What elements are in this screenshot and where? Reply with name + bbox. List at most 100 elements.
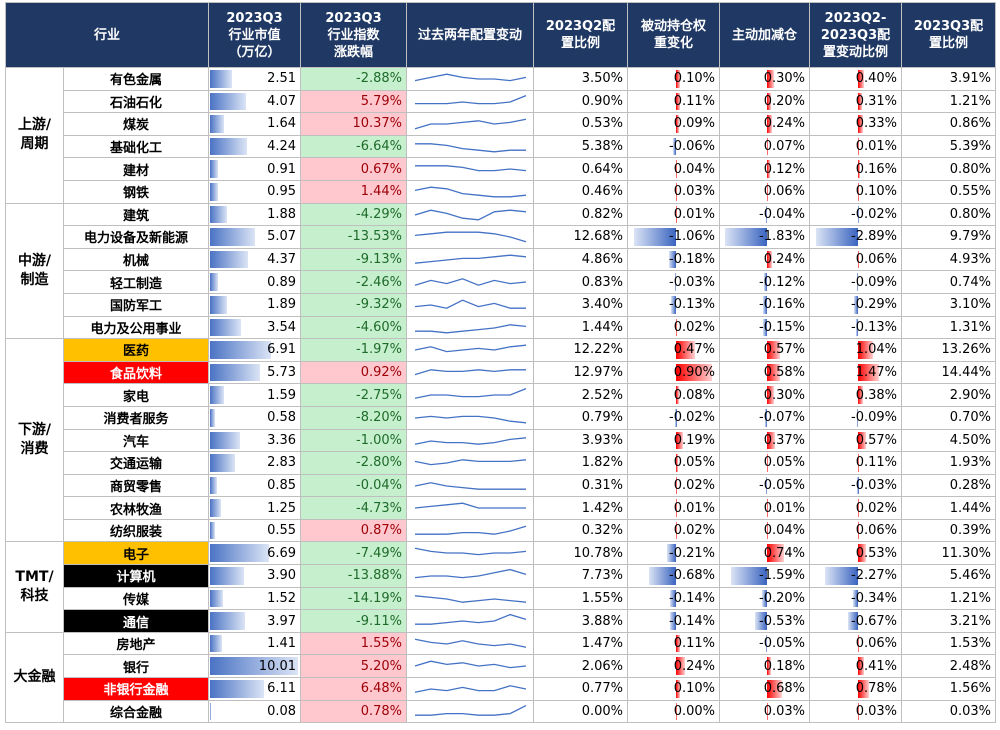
sparkline-line	[414, 436, 527, 445]
value-cell: 1.21%	[901, 89, 997, 114]
value-cell: -0.16%	[719, 292, 811, 317]
industry-name: 轻工制造	[62, 270, 210, 294]
value-cell: -2.27%	[809, 564, 903, 588]
cell-text: -0.09%	[851, 410, 898, 426]
value-cell: 0.58%	[719, 360, 811, 385]
diverging-bar	[857, 137, 860, 156]
value-cell: 0.80%	[901, 157, 997, 181]
cap-bar	[210, 363, 261, 382]
diverging-bar	[675, 634, 681, 653]
cap-bar	[210, 341, 271, 359]
cell-text: 0.16%	[855, 161, 898, 177]
trend-cell	[406, 157, 535, 181]
value-cell: 5.38%	[533, 134, 629, 159]
diverging-bar	[857, 92, 863, 111]
sparkline-line	[414, 638, 527, 648]
cell-text: 0.02%	[673, 523, 716, 539]
diverging-bar	[675, 182, 678, 201]
value-cell: 3.10%	[901, 292, 997, 317]
value-cell: -0.03%	[627, 270, 721, 294]
sparkline-line	[415, 94, 527, 104]
value-cell: -4.60%	[300, 315, 408, 340]
cell-text: -0.03%	[669, 274, 716, 290]
value-cell: -0.18%	[627, 247, 721, 272]
cell-text: -0.04%	[356, 477, 403, 493]
cell-text: 2.51	[267, 71, 297, 87]
sparkline-line	[415, 525, 527, 535]
table-row: 农林牧渔 1.25 -4.73% 1.42% 0.01% 0.01% 0.02% 1.44%	[6, 496, 997, 520]
cell-text: -0.02%	[669, 410, 716, 426]
cell-text: 1.21%	[949, 93, 992, 109]
value-cell: 0.74%	[719, 541, 811, 566]
value-cell: 0.24%	[627, 654, 721, 679]
cell-text: 1.42%	[581, 500, 624, 516]
cell-text: -0.53%	[759, 613, 806, 629]
cell-text: 1.44%	[581, 319, 624, 335]
diverging-bar	[848, 612, 858, 630]
sparkline-line	[414, 568, 527, 579]
value-cell: 10.78%	[533, 541, 629, 566]
diverging-bar	[857, 205, 860, 224]
diverging-bar	[675, 92, 681, 111]
diverging-bar	[765, 408, 767, 427]
cell-text: 0.02%	[673, 477, 716, 493]
cell-text: 1.47%	[581, 636, 624, 652]
header-line: 行业	[94, 27, 121, 43]
trend-cell	[406, 270, 535, 294]
diverging-bar	[675, 499, 678, 517]
cell-text: 0.30%	[763, 387, 806, 403]
value-cell: 0.33%	[809, 112, 903, 136]
header-line: 行业市值	[228, 27, 281, 43]
cell-text: -2.80%	[356, 455, 403, 471]
value-cell: 0.01%	[719, 496, 811, 520]
cap-bar	[210, 182, 219, 201]
value-cell: -0.12%	[719, 270, 811, 294]
market-cap: 3.90	[208, 564, 302, 588]
market-cap: 3.36	[208, 428, 302, 453]
sparkline-line	[414, 548, 527, 556]
cell-text: -2.88%	[356, 71, 403, 87]
value-cell: 0.02%	[627, 518, 721, 543]
cell-text: -9.11%	[356, 613, 403, 629]
value-cell: 0.53%	[533, 112, 629, 136]
market-cap: 0.91	[208, 157, 302, 181]
cell-text: 0.46%	[581, 184, 624, 200]
cell-text: -1.83%	[759, 229, 806, 245]
table-row: 下游/消费 医药 6.91 -1.97% 12.22% 0.47% 0.57% 1.04% 13…	[5, 338, 997, 543]
cell-text: 0.53%	[581, 116, 624, 132]
cell-text: -0.67%	[851, 613, 898, 629]
value-cell: -2.75%	[300, 383, 408, 407]
sparkline-line	[415, 165, 527, 172]
value-cell: 0.92%	[300, 360, 408, 385]
cell-text: 0.08%	[673, 387, 716, 403]
value-cell: 0.31%	[809, 89, 903, 114]
value-cell: 1.53%	[901, 631, 997, 656]
sparkline	[415, 323, 527, 333]
value-cell: -2.46%	[300, 270, 408, 294]
cell-text: -0.07%	[759, 410, 806, 426]
cell-text: -0.03%	[851, 477, 898, 493]
trend-cell	[406, 699, 535, 724]
cell-text: -0.05%	[759, 477, 806, 493]
market-cap: 0.89	[208, 270, 302, 294]
value-cell: -7.49%	[300, 541, 408, 566]
cell-text: -0.02%	[851, 206, 898, 222]
cell-text: 10.37%	[352, 116, 403, 132]
group-label: 科技	[20, 588, 49, 605]
value-cell: 0.05%	[719, 451, 811, 475]
cell-text: 0.74%	[763, 545, 806, 561]
sparkline	[414, 415, 527, 424]
diverging-bar	[766, 431, 776, 450]
cell-text: 0.11%	[673, 93, 716, 109]
sparkline-line	[414, 459, 527, 466]
group-label: 下游/	[17, 422, 52, 439]
cell-text: 0.78%	[360, 703, 403, 719]
cell-text: -1.97%	[356, 342, 403, 358]
market-cap: 1.89	[208, 292, 302, 317]
cell-text: 0.57%	[855, 432, 898, 448]
cell-text: 7.73%	[581, 568, 624, 584]
header-line: （万亿）	[228, 44, 281, 60]
diverging-bar	[675, 341, 695, 359]
cell-text: 3.10%	[949, 297, 992, 313]
value-cell: 0.04%	[627, 157, 721, 181]
